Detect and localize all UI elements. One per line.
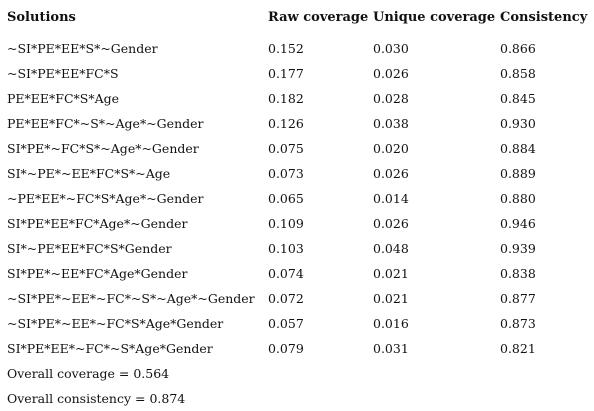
consistency-cell: 0.845 xyxy=(500,91,536,106)
consistency-cell: 0.889 xyxy=(500,166,536,181)
solution-cell: ~SI*PE*EE*FC*S xyxy=(7,66,119,81)
solution-cell: SI*PE*EE*~FC*~S*Age*Gender xyxy=(7,341,213,356)
unique-coverage-cell: 0.031 xyxy=(373,341,409,356)
consistency-cell: 0.939 xyxy=(500,241,536,256)
raw-coverage-cell: 0.079 xyxy=(268,341,304,356)
raw-coverage-cell: 0.126 xyxy=(268,116,304,131)
table-row: ~SI*PE*~EE*~FC*~S*~Age*~Gender 0.072 0.021… xyxy=(0,286,594,311)
table-row: ~SI*PE*~EE*~FC*S*Age*Gender 0.057 0.016 0.8… xyxy=(0,311,594,336)
table-row: SI*PE*~EE*FC*Age*Gender 0.074 0.021 0.838 xyxy=(0,261,594,286)
header-solutions: Solutions xyxy=(7,10,76,25)
consistency-cell: 0.866 xyxy=(500,41,536,56)
solution-cell: PE*EE*FC*~S*~Age*~Gender xyxy=(7,116,204,131)
unique-coverage-cell: 0.030 xyxy=(373,41,409,56)
unique-coverage-cell: 0.026 xyxy=(373,216,409,231)
solution-cell: ~SI*PE*EE*S*~Gender xyxy=(7,41,158,56)
raw-coverage-cell: 0.103 xyxy=(268,241,304,256)
solution-cell: ~SI*PE*~EE*~FC*S*Age*Gender xyxy=(7,316,224,331)
unique-coverage-cell: 0.014 xyxy=(373,191,409,206)
table-body: ~SI*PE*EE*S*~Gender 0.152 0.030 0.866 ~SI*PE… xyxy=(0,36,594,361)
solution-cell: ~PE*EE*~FC*S*Age*~Gender xyxy=(7,191,204,206)
raw-coverage-cell: 0.109 xyxy=(268,216,304,231)
consistency-cell: 0.858 xyxy=(500,66,536,81)
solution-cell: SI*PE*~FC*S*~Age*~Gender xyxy=(7,141,199,156)
raw-coverage-cell: 0.182 xyxy=(268,91,304,106)
raw-coverage-cell: 0.065 xyxy=(268,191,304,206)
table-row: SI*PE*~FC*S*~Age*~Gender 0.075 0.020 0.884 xyxy=(0,136,594,161)
overall-coverage: Overall coverage = 0.564 xyxy=(7,366,170,381)
table-row: PE*EE*FC*~S*~Age*~Gender 0.126 0.038 0.930 xyxy=(0,111,594,136)
header-consistency: Consistency xyxy=(500,10,588,25)
solution-cell: PE*EE*FC*S*Age xyxy=(7,91,120,106)
unique-coverage-cell: 0.026 xyxy=(373,66,409,81)
consistency-cell: 0.821 xyxy=(500,341,536,356)
unique-coverage-cell: 0.021 xyxy=(373,291,409,306)
unique-coverage-cell: 0.021 xyxy=(373,266,409,281)
consistency-cell: 0.877 xyxy=(500,291,536,306)
raw-coverage-cell: 0.057 xyxy=(268,316,304,331)
table-row: ~SI*PE*EE*FC*S 0.177 0.026 0.858 xyxy=(0,61,594,86)
raw-coverage-cell: 0.075 xyxy=(268,141,304,156)
raw-coverage-cell: 0.074 xyxy=(268,266,304,281)
unique-coverage-cell: 0.026 xyxy=(373,166,409,181)
raw-coverage-cell: 0.152 xyxy=(268,41,304,56)
table-header: Solutions Raw coverage Unique coverage C… xyxy=(0,0,594,36)
solution-cell: SI*~PE*EE*FC*S*Gender xyxy=(7,241,172,256)
raw-coverage-cell: 0.073 xyxy=(268,166,304,181)
table-row: ~PE*EE*~FC*S*Age*~Gender 0.065 0.014 0.880 xyxy=(0,186,594,211)
overall-consistency: Overall consistency = 0.874 xyxy=(7,391,186,406)
solution-cell: SI*PE*EE*FC*Age*~Gender xyxy=(7,216,188,231)
unique-coverage-cell: 0.038 xyxy=(373,116,409,131)
consistency-cell: 0.838 xyxy=(500,266,536,281)
consistency-cell: 0.946 xyxy=(500,216,536,231)
table-row: SI*PE*EE*FC*Age*~Gender 0.109 0.026 0.946 xyxy=(0,211,594,236)
table-row: PE*EE*FC*S*Age 0.182 0.028 0.845 xyxy=(0,86,594,111)
raw-coverage-cell: 0.177 xyxy=(268,66,304,81)
consistency-cell: 0.873 xyxy=(500,316,536,331)
header-raw-coverage: Raw coverage xyxy=(268,10,369,25)
table-row: SI*PE*EE*~FC*~S*Age*Gender 0.079 0.031 0.82… xyxy=(0,336,594,361)
raw-coverage-cell: 0.072 xyxy=(268,291,304,306)
solution-cell: SI*PE*~EE*FC*Age*Gender xyxy=(7,266,188,281)
unique-coverage-cell: 0.028 xyxy=(373,91,409,106)
consistency-cell: 0.880 xyxy=(500,191,536,206)
unique-coverage-cell: 0.048 xyxy=(373,241,409,256)
table-row: SI*~PE*EE*FC*S*Gender 0.103 0.048 0.939 xyxy=(0,236,594,261)
consistency-cell: 0.930 xyxy=(500,116,536,131)
unique-coverage-cell: 0.016 xyxy=(373,316,409,331)
solution-cell: ~SI*PE*~EE*~FC*~S*~Age*~Gender xyxy=(7,291,255,306)
header-unique-coverage: Unique coverage xyxy=(373,10,496,25)
solution-cell: SI*~PE*~EE*FC*S*~Age xyxy=(7,166,171,181)
table-row: SI*~PE*~EE*FC*S*~Age 0.073 0.026 0.889 xyxy=(0,161,594,186)
consistency-cell: 0.884 xyxy=(500,141,536,156)
table-row: ~SI*PE*EE*S*~Gender 0.152 0.030 0.866 xyxy=(0,36,594,61)
unique-coverage-cell: 0.020 xyxy=(373,141,409,156)
